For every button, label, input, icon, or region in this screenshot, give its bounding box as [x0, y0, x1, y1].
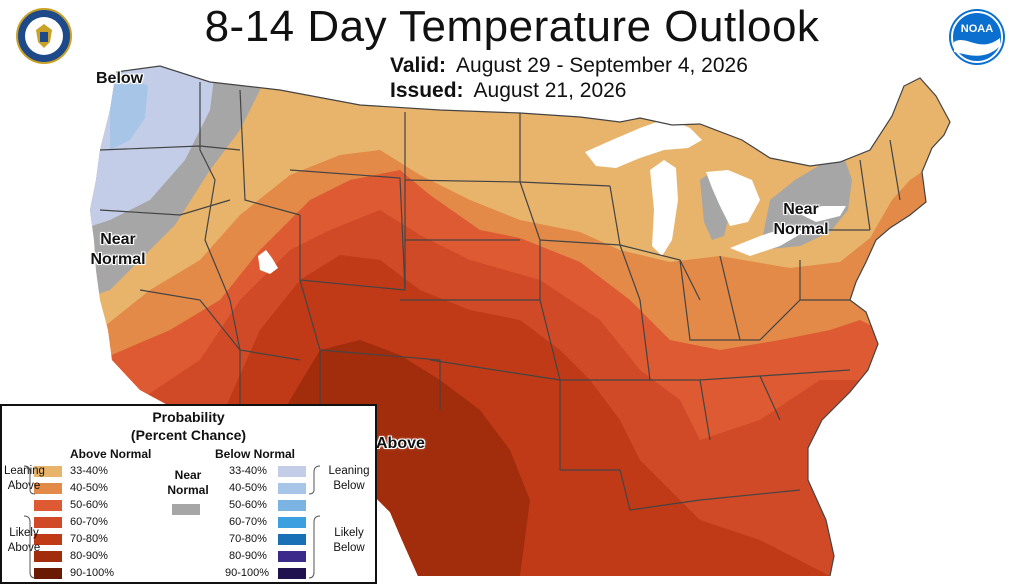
legend-above-row-3: 50-60% — [70, 499, 108, 511]
legend-below-row-2: 40-50% — [229, 482, 267, 494]
legend-box: Probability (Percent Chance) Above Norma… — [0, 404, 377, 584]
legend-above-row-5: 70-80% — [70, 533, 108, 545]
issued-label: Issued: — [390, 79, 464, 102]
legend-leaning-above-1: Leaning — [4, 465, 45, 477]
zone-below-40-50 — [110, 70, 148, 150]
swatch-below-40-50 — [278, 483, 306, 494]
legend-likely-below-2: Below — [333, 542, 365, 554]
zone-near-normal-east — [760, 160, 852, 250]
legend-braces-above — [23, 465, 36, 579]
legend-likely-above: Likely Above — [4, 526, 44, 556]
label-below: Below — [96, 70, 144, 87]
legend-below-row-3: 50-60% — [229, 499, 267, 511]
lake-huron — [706, 170, 760, 226]
legend-leaning-above: Leaning Above — [4, 464, 45, 494]
legend-leaning-above-2: Above — [7, 480, 41, 492]
valid-value: August 29 - September 4, 2026 — [456, 54, 748, 77]
lake-michigan — [650, 160, 678, 256]
legend-above-header: Above Normal — [70, 447, 152, 461]
swatch-below-80-90 — [278, 551, 306, 562]
legend-below-header: Below Normal — [215, 447, 296, 461]
lake-superior — [585, 118, 702, 168]
legend-likely-below-1: Likely — [334, 527, 364, 539]
legend-braces-below — [308, 465, 321, 579]
lake-ontario — [800, 206, 846, 222]
swatch-below-70-80 — [278, 534, 306, 545]
swatch-near-normal — [172, 504, 200, 515]
legend-near-normal: Near Normal — [164, 468, 212, 498]
commerce-seal-icon — [16, 8, 72, 64]
lake-erie — [730, 226, 804, 256]
swatch-above-70-80 — [34, 534, 62, 545]
swatch-above-33-40 — [34, 466, 62, 477]
legend-above-row-2: 40-50% — [70, 482, 108, 494]
legend-above-row-7: 90-100% — [70, 567, 115, 579]
legend-below-row-1: 33-40% — [229, 465, 267, 477]
legend-leaning-below: Leaning Below — [324, 464, 374, 494]
legend-below-row-4: 60-70% — [229, 516, 267, 528]
swatch-below-33-40 — [278, 466, 306, 477]
label-near-east-2: Normal — [773, 221, 829, 238]
legend-near-1: Near — [174, 468, 202, 482]
valid-date-line: Valid: August 29 - September 4, 2026 — [390, 54, 748, 78]
legend-likely-below: Likely Below — [324, 526, 374, 556]
legend-leaning-below-2: Below — [333, 480, 365, 492]
legend-below-row-7: 90-100% — [225, 567, 270, 579]
legend-above-row-1: 33-40% — [70, 465, 108, 477]
legend-below-row-5: 70-80% — [229, 533, 267, 545]
legend-title-2: (Percent Chance) — [130, 427, 247, 443]
legend-near-2: Normal — [167, 483, 209, 497]
great-salt-lake — [258, 250, 278, 274]
issued-date-line: Issued: August 21, 2026 — [390, 79, 627, 103]
label-near-west-1: Near — [100, 231, 136, 248]
label-above: Above — [376, 435, 425, 452]
label-near-normal-west: Near Normal — [86, 230, 150, 270]
legend-above-row-6: 80-90% — [70, 550, 108, 562]
swatch-above-60-70 — [34, 517, 62, 528]
noaa-logo-icon: NOAA — [949, 9, 1005, 65]
legend-title-1: Probability — [152, 409, 225, 425]
label-near-normal-east: Near Normal — [766, 200, 836, 240]
page-title: 8-14 Day Temperature Outlook — [204, 2, 820, 51]
legend-likely-above-1: Likely — [9, 527, 39, 539]
noaa-logo-text: NOAA — [961, 23, 993, 35]
valid-label: Valid: — [390, 54, 447, 77]
legend-above-row-4: 60-70% — [70, 516, 108, 528]
legend-leaning-below-1: Leaning — [328, 465, 370, 477]
label-near-east-1: Near — [783, 201, 819, 218]
legend-below-row-6: 80-90% — [229, 550, 267, 562]
issued-value: August 21, 2026 — [473, 79, 627, 102]
state-borders — [99, 65, 951, 576]
swatch-below-50-60 — [278, 500, 306, 511]
swatch-above-80-90 — [34, 551, 62, 562]
swatch-above-50-60 — [34, 500, 62, 511]
swatch-below-90-100 — [278, 568, 306, 579]
legend-likely-above-2: Above — [7, 542, 41, 554]
label-near-west-2: Normal — [90, 251, 146, 268]
swatch-below-60-70 — [278, 517, 306, 528]
swatch-above-40-50 — [34, 483, 62, 494]
swatch-above-90-100 — [34, 568, 62, 579]
